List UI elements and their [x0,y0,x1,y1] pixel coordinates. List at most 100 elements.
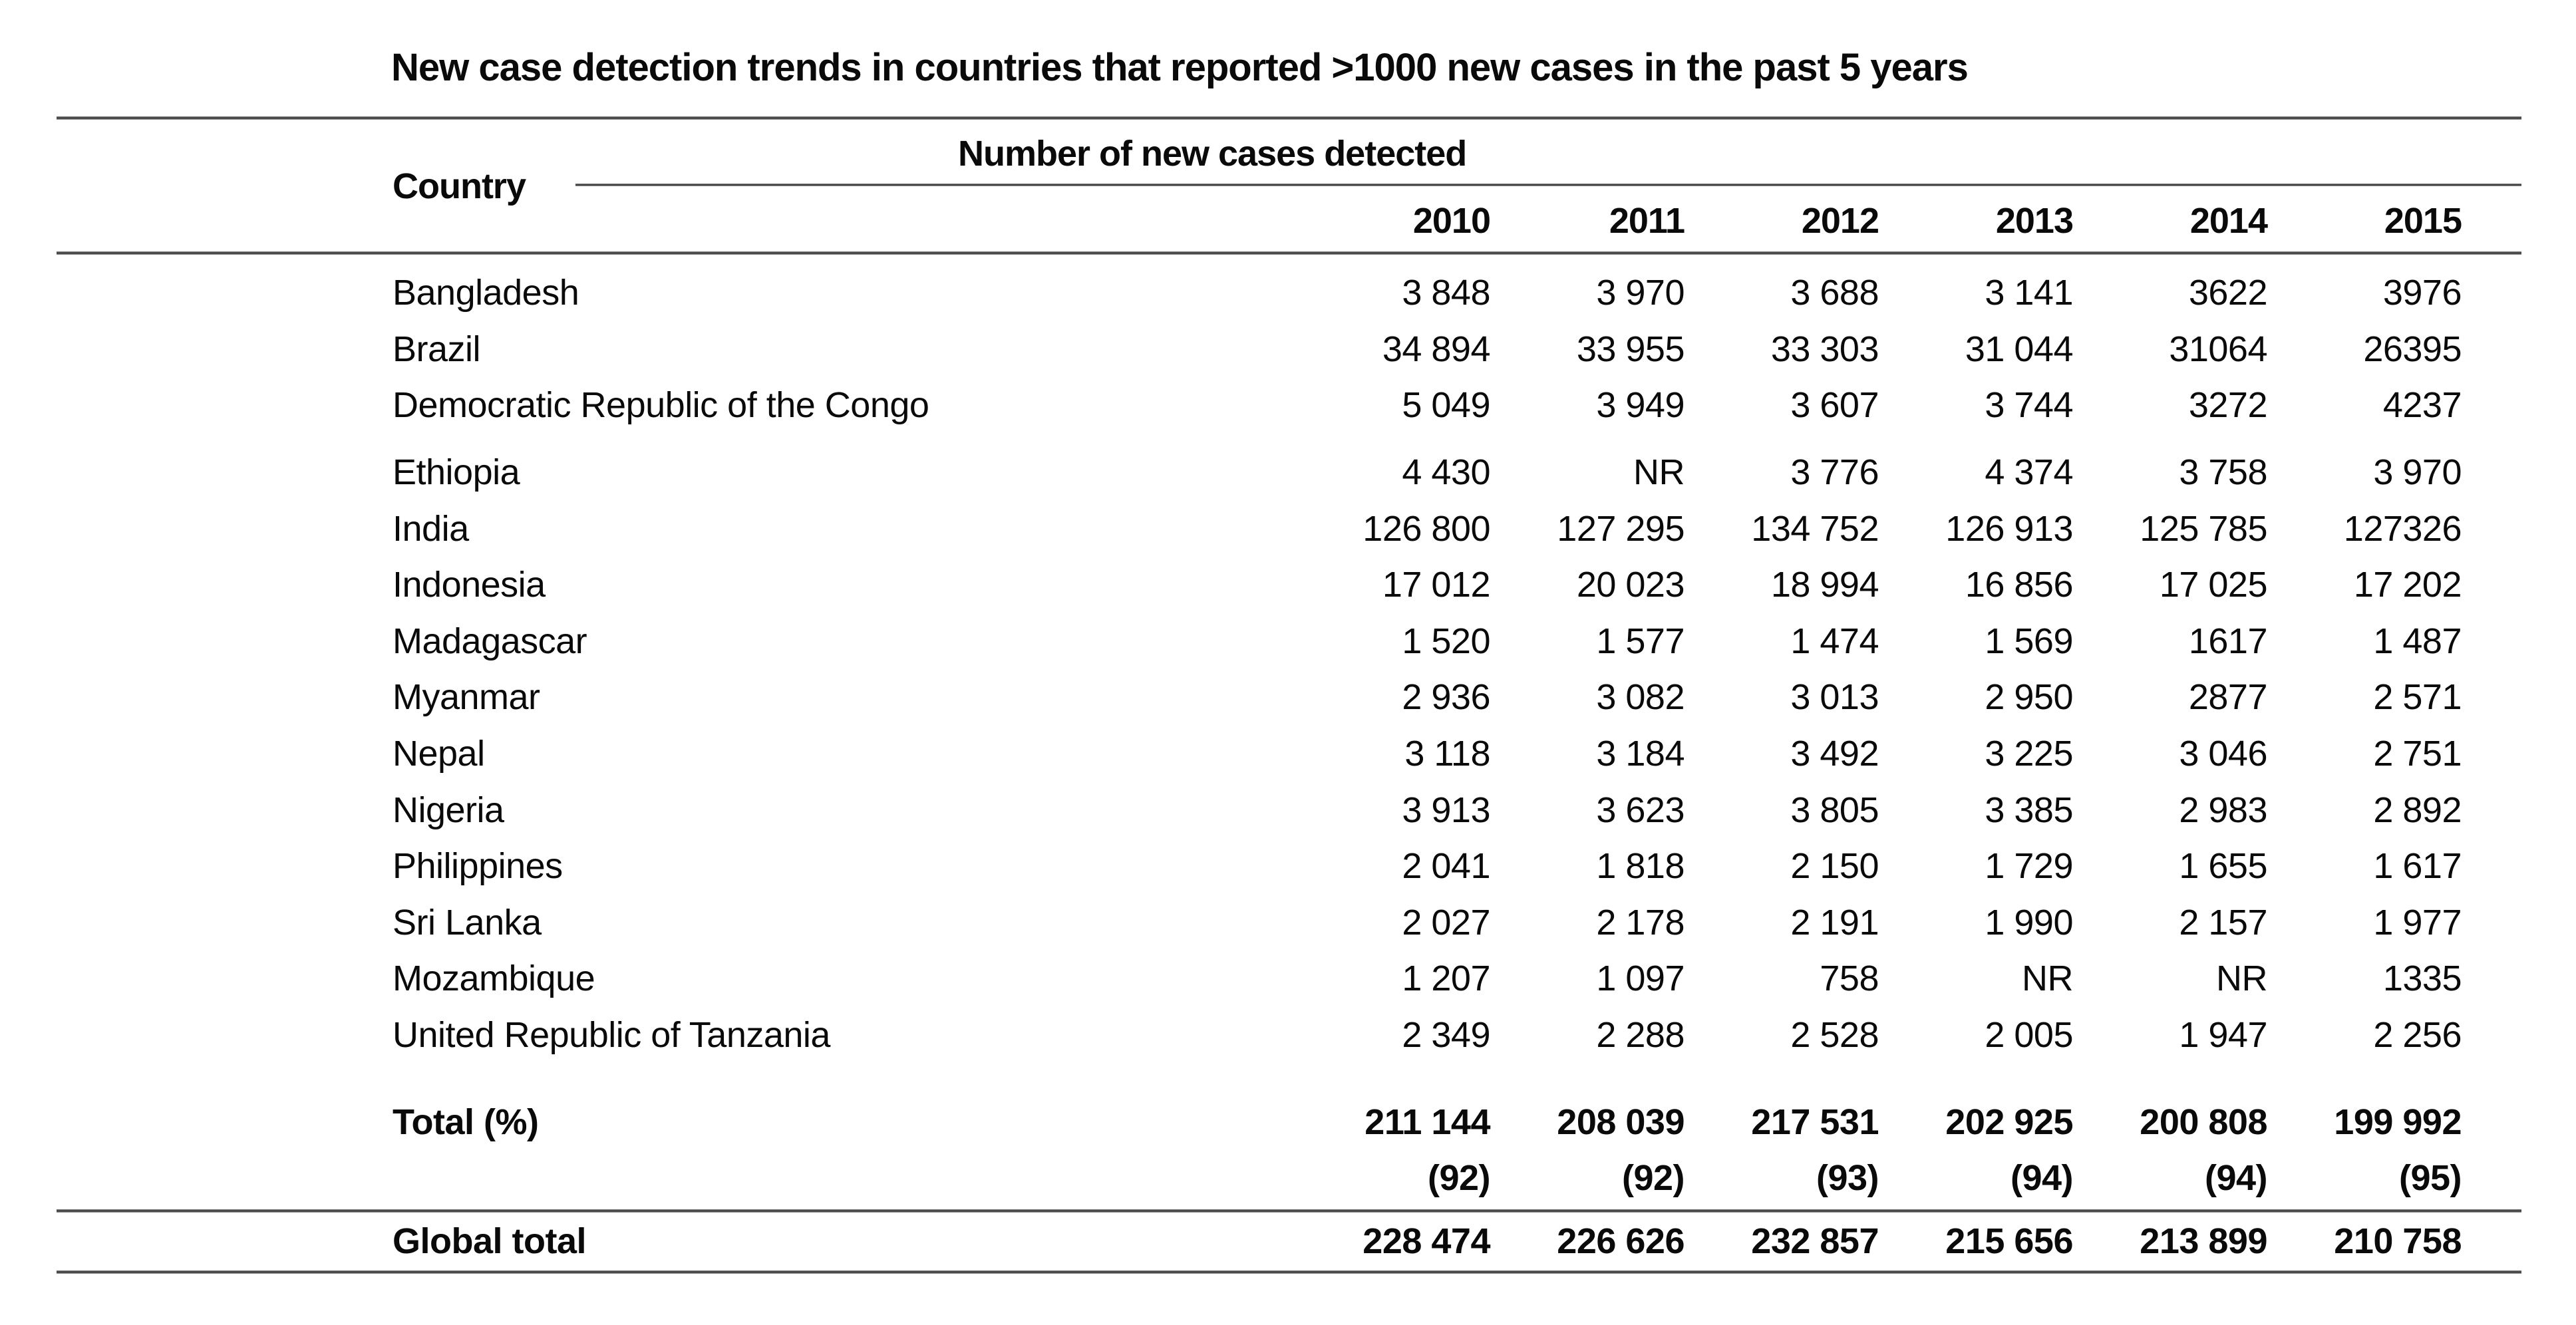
value-cell-2014: 3622 [2188,273,2268,313]
value-cell-2014: (94) [2204,1158,2268,1199]
table-row: Nepal 3 118 3 184 3 492 3 225 3 046 2 75… [57,726,2521,782]
value-cell-2015: 26395 [2363,329,2462,369]
global-total-2011: 226 626 [1557,1221,1685,1261]
value-cell-2014: 200 808 [2140,1102,2267,1142]
country-name-cell: United Republic of Tanzania [393,1015,830,1056]
global-total-2015: 210 758 [2334,1221,2462,1261]
value-cell-2013: 3 385 [1985,790,2073,830]
value-cell-2013: 126 913 [1945,508,2073,549]
value-cell-2013: 2 950 [1985,677,2073,718]
value-cell-2011: 208 039 [1557,1102,1685,1142]
value-cell-2014: 1617 [2188,621,2268,661]
value-cell-2013: 1 569 [1985,621,2073,661]
value-cell-2012: 2 191 [1790,902,1879,943]
table-body: Bangladesh 3 848 3 970 3 688 3 141 3622 … [57,255,2521,1207]
table-row: Philippines 2 041 1 818 2 150 1 729 1 65… [57,838,2521,895]
value-cell-2011: 1 818 [1596,846,1685,887]
value-cell-2011: 127 295 [1557,508,1685,549]
value-cell-2012: 3 607 [1790,385,1879,426]
global-total-row: Global total 228 474 226 626 232 857 215… [57,1213,2521,1270]
value-cell-2011: (92) [1621,1158,1685,1199]
value-cell-2013: 2 005 [1985,1015,2073,1056]
table-row: Nigeria 3 913 3 623 3 805 3 385 2 983 2 … [57,782,2521,838]
value-cell-2014: 125 785 [2140,508,2267,549]
value-cell-2015: 2 751 [2373,734,2462,774]
value-cell-2013: 3 225 [1985,734,2073,774]
table-row: India 126 800 127 295 134 752 126 913 12… [57,500,2521,557]
value-cell-2012: 3 688 [1790,273,1879,313]
country-name-cell: Bangladesh [393,273,579,313]
table-row: Democratic Republic of the Congo 5 049 3… [57,377,2521,434]
value-cell-2010: 17 012 [1382,565,1491,605]
global-total-2014: 213 899 [2140,1221,2267,1261]
value-cell-2014: 17 025 [2159,565,2268,605]
value-cell-2011: 1 577 [1596,621,1685,661]
value-cell-2012: 2 528 [1790,1015,1879,1056]
value-cell-2010: 1 520 [1402,621,1490,661]
country-name-cell: India [393,508,469,549]
value-cell-2012: 2 150 [1790,846,1879,887]
value-cell-2011: 3 949 [1596,385,1685,426]
table-row: Mozambique 1 207 1 097 758 NR NR 1335 [57,951,2521,1007]
value-cell-2013: 1 729 [1985,846,2073,887]
table-row: Ethiopia 4 430 NR 3 776 4 374 3 758 3 97… [57,444,2521,501]
global-total-2013: 215 656 [1945,1221,2073,1261]
country-name-cell: Madagascar [393,621,587,661]
value-cell-2010: 2 936 [1402,677,1490,718]
country-name-cell: Brazil [393,329,481,369]
value-cell-2015: 3976 [2382,273,2462,313]
value-cell-2012: 3 776 [1790,452,1879,493]
figure-title: New case detection trends in countries t… [391,46,1969,89]
value-cell-2011: 3 082 [1596,677,1685,718]
value-cell-2010: 2 041 [1402,846,1490,887]
value-cell-2010: 3 118 [1404,734,1490,774]
value-cell-2014: 3 758 [2179,452,2267,493]
value-cell-2010: 2 349 [1402,1015,1490,1056]
country-name-cell: Indonesia [393,565,546,605]
country-name-cell: Myanmar [393,677,540,718]
country-name-cell: Total (%) [393,1102,539,1142]
value-cell-2012: 3 805 [1790,790,1879,830]
table-row: Myanmar 2 936 3 082 3 013 2 950 2877 2 5… [57,669,2521,726]
table-row: Brazil 34 894 33 955 33 303 31 044 31064… [57,321,2521,378]
table-row: Sri Lanka 2 027 2 178 2 191 1 990 2 157 … [57,895,2521,951]
value-cell-2015: 2 256 [2373,1015,2462,1056]
pre-global-total-rule [57,1209,2521,1213]
value-cell-2013: 1 990 [1985,902,2073,943]
value-cell-2015: 1 487 [2373,621,2462,661]
value-cell-2015: (95) [2398,1158,2462,1199]
value-cell-2013: 16 856 [1965,565,2074,605]
country-name-cell: Nigeria [393,790,504,830]
country-name-cell: Sri Lanka [393,902,542,943]
value-cell-2015: 1 977 [2373,902,2462,943]
year-header-2011: 2011 [1609,201,1685,241]
year-header-2014: 2014 [2189,201,2268,241]
value-cell-2014: 1 947 [2179,1015,2267,1056]
country-name-cell: Mozambique [393,958,595,999]
value-cell-2011: 3 970 [1596,273,1685,313]
value-cell-2011: NR [1633,452,1685,493]
total-percent-row: (92) (92) (93) (94) (94) (95) [57,1150,2521,1207]
value-cell-2014: 2 983 [2179,790,2267,830]
value-cell-2012: 134 752 [1751,508,1879,549]
value-cell-2015: 2 571 [2373,677,2462,718]
country-name-cell: Ethiopia [393,452,520,493]
table-row: Indonesia 17 012 20 023 18 994 16 856 17… [57,557,2521,613]
column-header-country: Country [393,166,526,206]
value-cell-2013: 31 044 [1965,329,2074,369]
global-total-2012: 232 857 [1751,1221,1879,1261]
value-cell-2011: 3 623 [1596,790,1685,830]
country-name-cell: Nepal [393,734,485,774]
value-cell-2010: 3 913 [1402,790,1490,830]
value-cell-2012: 217 531 [1751,1102,1879,1142]
year-header-2012: 2012 [1801,201,1879,241]
value-cell-2012: 33 303 [1770,329,1879,369]
value-cell-2015: 4237 [2382,385,2462,426]
value-cell-2012: 3 492 [1790,734,1879,774]
value-cell-2014: 2877 [2188,677,2268,718]
value-cell-2010: (92) [1427,1158,1491,1199]
year-header-2015: 2015 [2384,201,2462,241]
value-cell-2011: 2 178 [1596,902,1685,943]
table-row: Madagascar 1 520 1 577 1 474 1 569 1617 … [57,613,2521,670]
value-cell-2010: 5 049 [1402,385,1490,426]
